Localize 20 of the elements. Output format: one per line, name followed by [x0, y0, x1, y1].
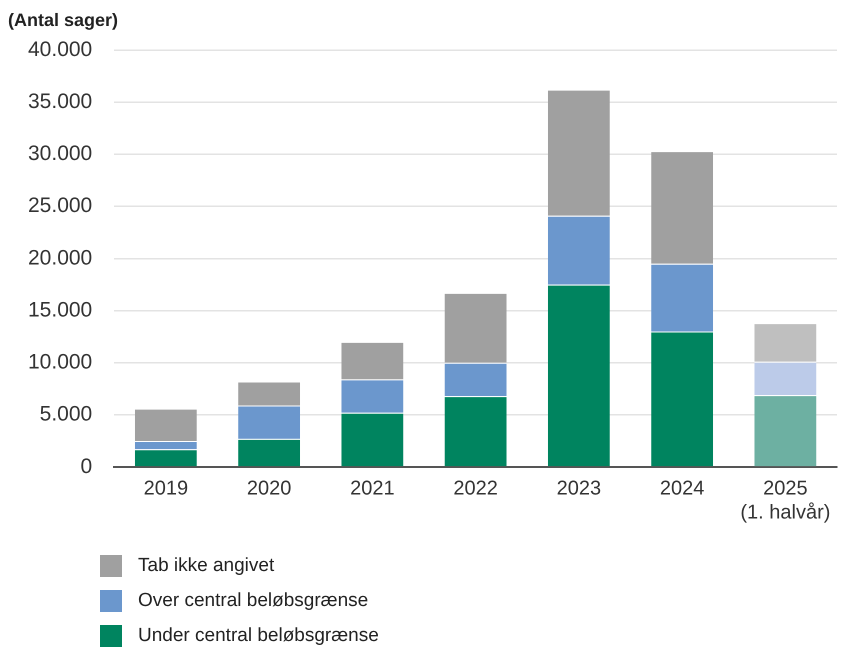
y-tick-label: 0	[80, 454, 92, 478]
legend-label: Over central beløbsgrænse	[138, 590, 368, 612]
y-tick-label: 5.000	[40, 402, 92, 426]
x-tick-label: 2019	[144, 478, 188, 500]
x-tick-label: 2021	[350, 478, 395, 500]
x-tick-label: 2022	[453, 478, 498, 500]
y-tick-label: 40.000	[28, 38, 92, 61]
legend-label: Under central beløbsgrænse	[138, 624, 379, 646]
y-tick-label: 10.000	[28, 350, 92, 374]
x-tick-label: 2023	[556, 478, 602, 500]
y-axis-title: (Antal sager)	[8, 10, 118, 30]
y-tick-label: 25.000	[28, 194, 92, 218]
x-tick-label: 2020	[246, 478, 292, 500]
y-tick-label: 30.000	[28, 142, 92, 166]
x-tick-label: 2025 (1. halvår)	[740, 478, 830, 524]
y-tick-label: 35.000	[28, 90, 92, 113]
y-tick-label: 20.000	[28, 246, 92, 270]
legend-label: Tab ikke angivet	[138, 554, 274, 576]
y-tick-label: 15.000	[28, 298, 92, 322]
x-tick-label: 2024	[660, 478, 704, 500]
